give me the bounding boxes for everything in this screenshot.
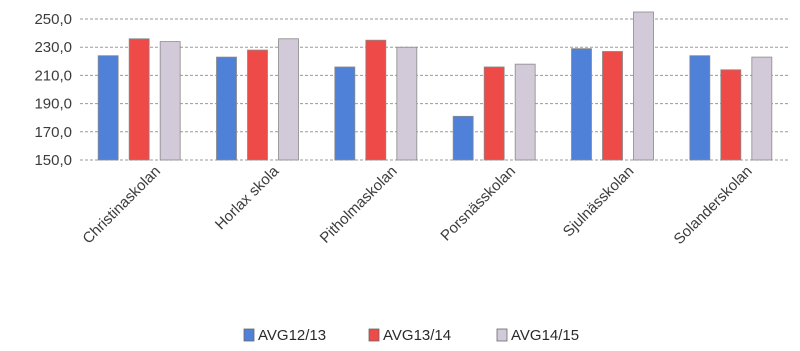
- bar: [571, 48, 592, 161]
- bar: [689, 55, 711, 161]
- gridlines: [80, 18, 790, 161]
- bar: [97, 55, 119, 161]
- category-labels: Christinaskolan Horlax skola Pitholmaskola…: [79, 162, 755, 248]
- category-label: Christinaskolan: [79, 163, 164, 248]
- category-label: Porsnässkolan: [437, 163, 519, 245]
- y-tick-label: 210,0: [34, 67, 72, 84]
- bar: [216, 56, 237, 161]
- bars: [97, 11, 773, 161]
- category-label: Pitholmaskolan: [317, 163, 401, 247]
- y-axis-tick-labels: 150,0 170,0 190,0 210,0 230,0 250,0: [34, 11, 72, 169]
- bar: [128, 38, 150, 161]
- y-tick-label: 230,0: [34, 39, 72, 56]
- bar: [452, 115, 474, 161]
- y-tick-label: 190,0: [34, 96, 72, 113]
- bar: [159, 41, 181, 161]
- bar: [751, 56, 773, 161]
- bar: [396, 46, 418, 161]
- legend: AVG12/13 AVG13/14 AVG14/15: [243, 327, 579, 344]
- y-tick-label: 150,0: [34, 152, 72, 169]
- category-label: Sjulnässkolan: [560, 163, 637, 240]
- y-tick-label: 250,0: [34, 11, 72, 28]
- legend-label: AVG14/15: [511, 327, 579, 344]
- bar: [278, 38, 299, 161]
- legend-label: AVG12/13: [258, 327, 326, 344]
- y-tick-label: 170,0: [34, 124, 72, 141]
- bar: [247, 49, 268, 161]
- category-label: Solanderskolan: [671, 163, 756, 248]
- bar: [602, 51, 623, 161]
- bar: [720, 69, 742, 161]
- category-label: Horlax skola: [212, 162, 283, 233]
- bar: [334, 66, 356, 161]
- bar: [365, 39, 387, 161]
- bar: [483, 66, 505, 161]
- legend-swatch: [243, 328, 255, 342]
- legend-swatch: [496, 328, 508, 342]
- bar: [633, 11, 654, 161]
- bar: [514, 63, 536, 161]
- legend-label: AVG13/14: [383, 327, 451, 344]
- legend-swatch: [368, 328, 380, 342]
